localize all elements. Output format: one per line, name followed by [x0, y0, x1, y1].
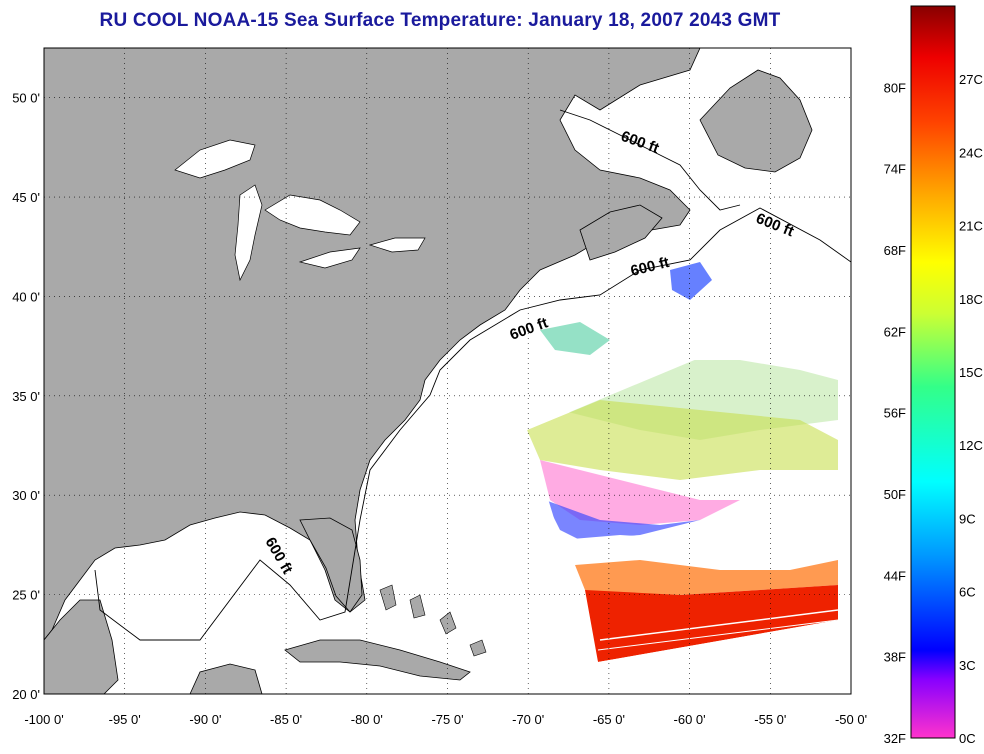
longitude-tick-label: -90 0'	[189, 712, 221, 727]
longitude-labels: -100 0' -95 0' -90 0' -85 0' -80 0' -75 0' -70…	[24, 712, 867, 727]
newfoundland-land	[699, 69, 813, 173]
colorbar-celsius-label: 21C	[959, 219, 983, 234]
isobath-600ft-line	[94, 207, 851, 641]
latitude-labels: 20 0' 25 0' 30 0' 35 0' 40 0' 45 0' 50 0'	[12, 91, 40, 702]
latitude-tick-label: 25 0'	[12, 588, 40, 603]
colorbar-fahrenheit-label: 62F	[884, 324, 906, 339]
yucatan-land	[44, 599, 263, 694]
latitude-tick-label: 50 0'	[12, 91, 40, 106]
longitude-tick-label: -85 0'	[270, 712, 302, 727]
longitude-tick-label: -50 0'	[835, 712, 867, 727]
colorbar-fahrenheit-label: 32F	[884, 731, 906, 746]
isobath-gulf-st-lawrence-line	[559, 109, 741, 211]
longitude-tick-label: -70 0'	[512, 712, 544, 727]
latitude-tick-label: 45 0'	[12, 190, 40, 205]
colorbar-celsius-label: 3C	[959, 658, 976, 673]
colorbar-fahrenheit-label: 74F	[884, 162, 906, 177]
colorbar-fahrenheit-label: 44F	[884, 568, 906, 583]
colorbar-celsius-label: 18C	[959, 292, 983, 307]
longitude-tick-label: -60 0'	[674, 712, 706, 727]
colorbar	[910, 5, 956, 739]
bahamas-islands	[379, 584, 487, 657]
colorbar-celsius-label: 6C	[959, 585, 976, 600]
colorbar-celsius-label: 12C	[959, 438, 983, 453]
colorbar-fahrenheit-label: 38F	[884, 650, 906, 665]
longitude-tick-label: -65 0'	[593, 712, 625, 727]
colorbar-celsius-label: 27C	[959, 72, 983, 87]
nova-scotia-land	[579, 204, 663, 261]
colorbar-celsius-label: 24C	[959, 145, 983, 160]
colorbar-fahrenheit-labels: 80F 74F 68F 62F 56F 50F 44F 38F 32F	[884, 80, 906, 746]
colorbar-fahrenheit-label: 56F	[884, 406, 906, 421]
colorbar-celsius-labels: 27C 24C 21C 18C 15C 12C 9C 6C 3C 0C	[959, 72, 983, 746]
florida-land	[299, 517, 363, 613]
north-america-land	[44, 48, 701, 641]
latitude-tick-label: 30 0'	[12, 488, 40, 503]
colorbar-fahrenheit-label: 68F	[884, 243, 906, 258]
longitude-tick-label: -75 0'	[431, 712, 463, 727]
latitude-tick-label: 35 0'	[12, 389, 40, 404]
colorbar-celsius-label: 15C	[959, 365, 983, 380]
longitude-tick-label: -100 0'	[24, 712, 63, 727]
longitude-tick-label: -80 0'	[351, 712, 383, 727]
latitude-tick-label: 40 0'	[12, 289, 40, 304]
great-lakes	[174, 139, 426, 282]
cuba-land	[284, 639, 471, 681]
georges-bank-sst-patch	[670, 262, 712, 300]
colorbar-fahrenheit-label: 50F	[884, 487, 906, 502]
longitude-tick-label: -95 0'	[109, 712, 141, 727]
latitude-tick-label: 20 0'	[12, 687, 40, 702]
longitude-tick-label: -55 0'	[754, 712, 786, 727]
colorbar-celsius-label: 9C	[959, 511, 976, 526]
colorbar-fahrenheit-label: 80F	[884, 80, 906, 95]
colorbar-celsius-label: 0C	[959, 731, 976, 746]
coastal-sst-patch	[540, 322, 610, 355]
map-title: RU COOL NOAA-15 Sea Surface Temperature:…	[99, 10, 781, 31]
